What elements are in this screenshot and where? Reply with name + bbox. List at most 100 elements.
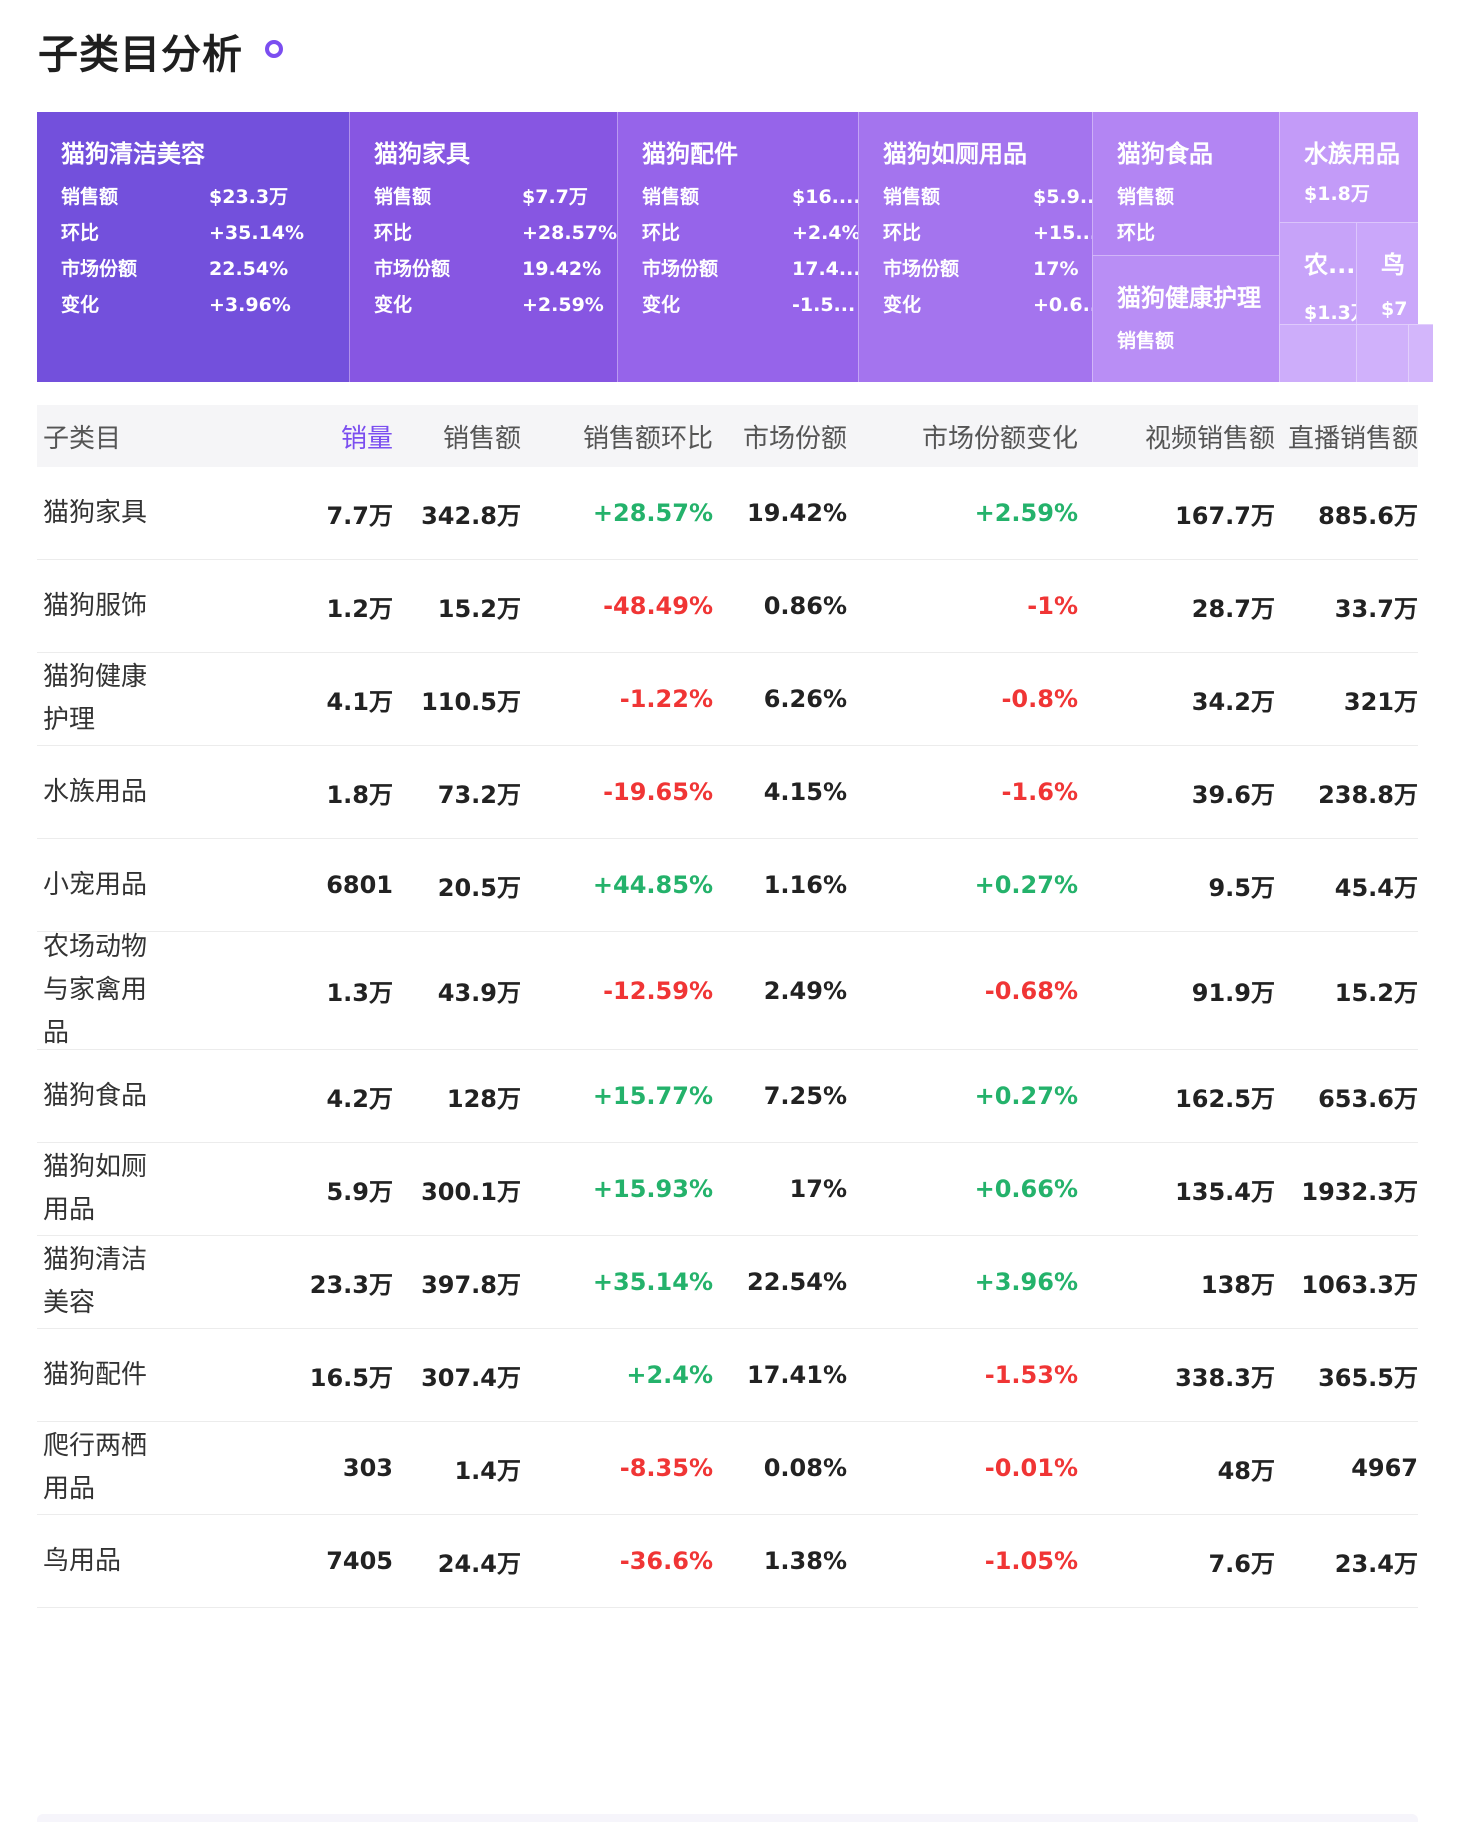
treemap-tile-small[interactable]: [1279, 324, 1356, 382]
table-row[interactable]: 猫狗健康护理 4.1万 110.5万 -1.22% 6.26% -0.8% 34.2万 321…: [37, 653, 1418, 746]
cell-sales-volume: 7405: [326, 1547, 393, 1575]
info-dot-icon[interactable]: [265, 40, 283, 58]
cell-video-revenue: 138万: [1200, 1270, 1275, 1299]
cell-video-revenue: 91.9万: [1191, 979, 1275, 1007]
cell-video-revenue: 9.5万: [1208, 873, 1275, 902]
cell-subcategory: 水族用品: [43, 776, 148, 807]
cell-subcategory: 猫狗清洁美容: [43, 1245, 148, 1318]
table-row[interactable]: 猫狗清洁美容 23.3万 397.8万 +35.14% 22.54% +3.96% 138万…: [37, 1236, 1418, 1329]
cell-revenue-mom: -8.35%: [619, 1454, 713, 1482]
cell-revenue: 1.4万: [454, 1456, 521, 1485]
table-row[interactable]: 爬行两栖用品 303 1.4万 -8.35% 0.08% -0.01% 48万 4967: [37, 1422, 1418, 1515]
treemap-tile-health-care[interactable]: 猫狗健康护理 销售额: [1092, 255, 1279, 382]
tile-label: 销售额: [374, 186, 432, 208]
table-row[interactable]: 水族用品 1.8万 73.2万 -19.65% 4.15% -1.6% 39.6万 238.8…: [37, 746, 1418, 839]
table-row[interactable]: 鸟用品 7405 24.4万 -36.6% 1.38% -1.05% 7.6万 23.4万: [37, 1515, 1418, 1608]
col-header-market-share[interactable]: 市场份额: [742, 423, 847, 454]
tile-label: 销售额: [642, 186, 700, 208]
tile-label: 变化: [374, 294, 413, 316]
cell-video-revenue: 39.6万: [1191, 780, 1275, 809]
col-header-revenue-mom[interactable]: 销售额环比: [582, 423, 713, 454]
table-row[interactable]: 猫狗食品 4.2万 128万 +15.77% 7.25% +0.27% 162.5万 653.…: [37, 1050, 1418, 1143]
tile-name: 猫狗清洁美容: [61, 140, 205, 168]
cell-sales-volume: 1.3万: [326, 979, 393, 1007]
cell-share-change: +0.27%: [974, 871, 1078, 899]
cell-market-share: 19.42%: [747, 499, 847, 527]
cell-revenue: 342.8万: [421, 501, 521, 530]
cell-share-change: -1.05%: [984, 1547, 1078, 1575]
cell-live-revenue: 653.6万: [1318, 1084, 1418, 1113]
col-header-revenue[interactable]: 销售额: [442, 423, 521, 454]
cell-video-revenue: 162.5万: [1175, 1084, 1275, 1113]
tile-value: +2.59%: [522, 294, 604, 316]
cell-sales-volume: 4.2万: [326, 1084, 393, 1113]
tile-label: 环比: [61, 222, 100, 244]
cell-video-revenue: 338.3万: [1175, 1363, 1275, 1392]
cell-revenue: 20.5万: [437, 873, 521, 902]
cell-sales-volume: 1.2万: [326, 594, 393, 623]
tile-value: 22.54%: [209, 258, 289, 280]
cell-sales-volume: 6801: [326, 871, 393, 899]
col-header-video-revenue[interactable]: 视频销售额: [1144, 423, 1275, 454]
cell-market-share: 22.54%: [747, 1268, 847, 1296]
tile-value: $7: [1381, 298, 1408, 320]
tile-value: 17.4...: [792, 258, 858, 280]
cell-share-change: -1.6%: [1001, 778, 1078, 806]
cell-share-change: +3.96%: [974, 1268, 1078, 1296]
cell-revenue: 110.5万: [421, 687, 521, 716]
tile-label: 环比: [374, 222, 413, 244]
treemap-tile-small[interactable]: [1356, 324, 1408, 382]
tile-label: 环比: [642, 222, 681, 244]
tile-value: +3.96%: [209, 294, 291, 316]
cell-share-change: -0.01%: [984, 1454, 1078, 1482]
cell-market-share: 17.41%: [747, 1361, 847, 1389]
col-header-sales-volume[interactable]: 销量: [340, 423, 393, 454]
tile-name: 农...: [1304, 251, 1356, 279]
table-row[interactable]: 农场动物与家禽用品 1.3万 43.9万 -12.59% 2.49% -0.68% 91.9…: [37, 932, 1418, 1050]
table-row[interactable]: 猫狗家具 7.7万 342.8万 +28.57% 19.42% +2.59% 167.7万 8…: [37, 467, 1418, 560]
cell-live-revenue: 365.5万: [1318, 1363, 1418, 1392]
cell-subcategory: 爬行两栖用品: [43, 1431, 148, 1504]
treemap-tile-accessories[interactable]: 猫狗配件 销售额 $16.... 环比 +2.4% 市场份额 17.4... 变化 -1…: [617, 112, 858, 382]
tile-value: $16....: [792, 186, 858, 208]
treemap-tile-food[interactable]: 猫狗食品 销售额 环比: [1092, 112, 1279, 255]
tile-value: $1.8万: [1304, 183, 1370, 205]
cell-sales-volume: 16.5万: [309, 1363, 393, 1392]
col-header-live-revenue[interactable]: 直播销售额: [1287, 423, 1418, 454]
treemap-tile-cleaning-beauty[interactable]: 猫狗清洁美容 销售额 $23.3万 环比 +35.14% 市场份额 22.54% 变化…: [37, 112, 349, 382]
treemap-tile-small[interactable]: [1408, 324, 1433, 382]
cell-live-revenue: 15.2万: [1334, 979, 1418, 1007]
cell-revenue-mom: +28.57%: [592, 499, 713, 527]
cell-subcategory: 农场动物与家禽用品: [43, 932, 148, 1048]
col-header-subcategory: 子类目: [43, 423, 122, 454]
cell-market-share: 0.08%: [763, 1454, 847, 1482]
cell-video-revenue: 34.2万: [1191, 687, 1275, 716]
cell-market-share: 1.16%: [763, 871, 847, 899]
col-header-share-change[interactable]: 市场份额变化: [921, 423, 1078, 454]
treemap-tile-furniture[interactable]: 猫狗家具 销售额 $7.7万 环比 +28.57% 市场份额 19.42% 变化 +2.…: [349, 112, 617, 382]
treemap-tile-aquatic[interactable]: 水族用品 $1.8万: [1279, 112, 1418, 222]
table-header: 子类目 销量 销售额 销售额环比 市场份额 市场份额变化 视频销售额 直播销售额: [37, 405, 1418, 467]
table-row[interactable]: 猫狗如厕用品 5.9万 300.1万 +15.93% 17% +0.66% 135.4万 19…: [37, 1143, 1418, 1236]
cell-sales-volume: 5.9万: [326, 1177, 393, 1206]
tile-label: 销售额: [883, 186, 941, 208]
tile-value: -1.5...: [792, 294, 856, 316]
tile-name: 猫狗食品: [1117, 140, 1213, 168]
tile-label: 变化: [883, 294, 922, 316]
cell-live-revenue: 23.4万: [1334, 1549, 1418, 1578]
treemap-tile-farm[interactable]: 农... $1.3万: [1279, 222, 1356, 324]
cell-revenue-mom: -36.6%: [619, 1547, 713, 1575]
treemap-tile-toilet[interactable]: 猫狗如厕用品 销售额 $5.9... 环比 +15.... 市场份额 17% 变化 +0…: [858, 112, 1092, 382]
cell-live-revenue: 1932.3万: [1301, 1177, 1418, 1206]
table-row[interactable]: 猫狗服饰 1.2万 15.2万 -48.49% 0.86% -1% 28.7万 33.7万: [37, 560, 1418, 653]
table-row[interactable]: 小宠用品 6801 20.5万 +44.85% 1.16% +0.27% 9.5万 45.4万: [37, 839, 1418, 932]
cell-revenue: 43.9万: [437, 979, 521, 1007]
treemap-tile-bird[interactable]: 鸟 $7: [1356, 222, 1418, 324]
cell-revenue-mom: +44.85%: [592, 871, 713, 899]
tile-name: 猫狗如厕用品: [883, 140, 1027, 168]
table-row[interactable]: 猫狗配件 16.5万 307.4万 +2.4% 17.41% -1.53% 338.3万 36…: [37, 1329, 1418, 1422]
cell-market-share: 17%: [789, 1175, 847, 1203]
tile-value: $5.9...: [1033, 186, 1092, 208]
tile-label: 市场份额: [883, 258, 960, 280]
cell-live-revenue: 238.8万: [1318, 780, 1418, 809]
